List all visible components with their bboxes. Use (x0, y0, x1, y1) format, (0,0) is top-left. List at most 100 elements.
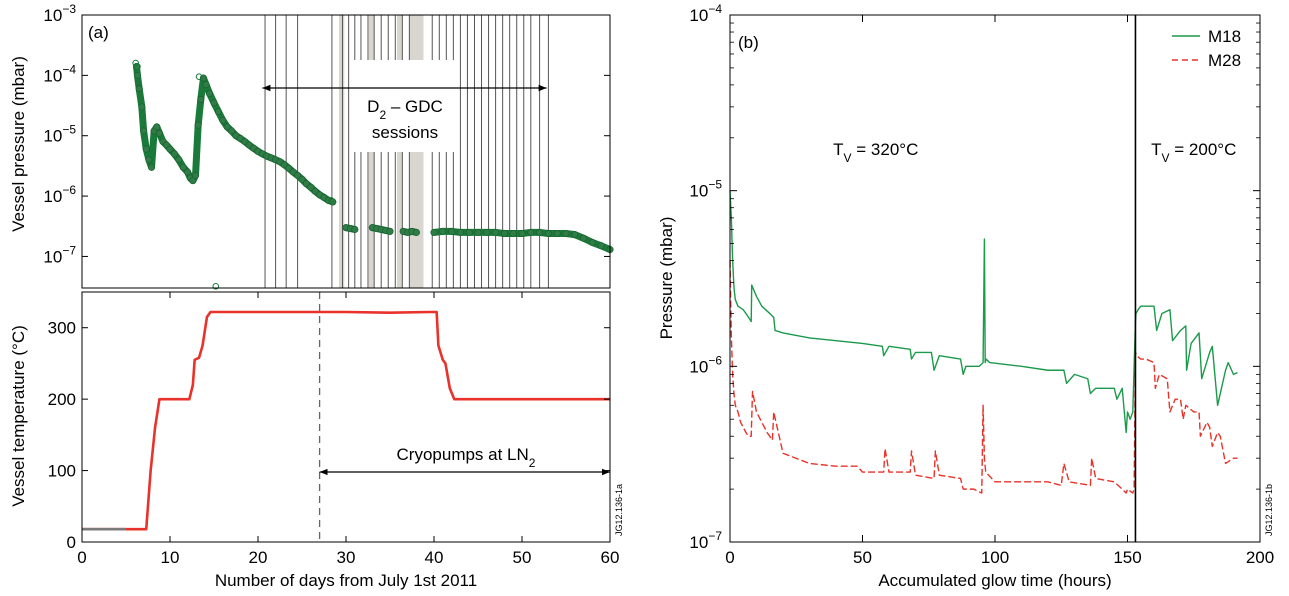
pressure-point (140, 127, 148, 135)
pressure-point (500, 229, 508, 237)
pressure-point (142, 145, 150, 153)
b-x-tick-label: 0 (725, 548, 734, 567)
panel-a-bottom-chart: Cryopumps at LN2 0 100 200 300 0 10 20 30 40 50 6… (9, 291, 624, 590)
pressure-point (571, 231, 579, 239)
pressure-point (597, 242, 605, 250)
pressure-point (307, 183, 315, 191)
b-frame (729, 14, 1261, 543)
b-y-tick-label: 10−7 (689, 529, 722, 552)
b-legend: M18 M28 (1172, 27, 1241, 70)
a-bottom-x-axis-label: Number of days from July 1st 2011 (215, 571, 477, 590)
cryopump-annotation: Cryopumps at LN2 (319, 445, 610, 476)
gdc-annotation: D2 – GDC sessions (262, 60, 547, 152)
gdc-annotation-box (351, 60, 459, 152)
a-bottom-y-tick-label: 0 (67, 533, 76, 552)
pressure-point (210, 99, 218, 107)
pressure-point (175, 156, 183, 164)
legend-m28-label: M28 (1208, 51, 1241, 70)
pressure-point (138, 103, 146, 111)
a-bottom-y-tick-label: 300 (48, 319, 76, 338)
pressure-point (184, 168, 192, 176)
a-bottom-x-axis: 0 10 20 30 40 50 60 (77, 292, 619, 567)
b-y-axis: 10−4 10−5 10−6 10−7 (689, 2, 1260, 552)
pressure-point (553, 229, 561, 237)
pressure-point (412, 228, 420, 236)
pressure-point (474, 228, 482, 236)
pressure-point (492, 228, 500, 236)
gdc-shaded-band (338, 15, 345, 288)
b-x-axis-label: Accumulated glow time (hours) (878, 571, 1111, 590)
b-series (729, 190, 1238, 494)
pressure-point (192, 171, 200, 179)
a-top-y-axis-label: Vessel pressure (mbar) (9, 56, 28, 232)
b-x-tick-label: 100 (981, 548, 1009, 567)
b-y-tick-label: 10−5 (689, 178, 722, 201)
a-bottom-x-tick-label: 60 (601, 548, 620, 567)
pressure-point (194, 121, 202, 129)
a-top-y-axis: 10−3 10−4 10−5 10−6 10−7 (43, 2, 610, 266)
a-side-label: JG12.136-1a (614, 484, 624, 536)
pressure-point (166, 145, 174, 153)
a-bottom-y-axis: 0 100 200 300 (48, 319, 610, 552)
a-bottom-x-tick-label: 30 (337, 548, 356, 567)
pressure-outlier-point (212, 283, 220, 290)
panel-a-top-chart: D2 – GDC sessions 10−3 10−4 10−5 10−6 10−7 (… (9, 2, 614, 290)
pressure-point (562, 229, 570, 237)
pressure-point (219, 116, 227, 124)
pressure-outlier-point (195, 73, 203, 81)
pressure-point (202, 81, 210, 89)
b-x-tick-label: 200 (1246, 548, 1274, 567)
a-bottom-x-tick-label: 20 (249, 548, 268, 567)
pressure-point (483, 228, 491, 236)
pressure-point (206, 90, 214, 98)
pressure-point (430, 228, 438, 236)
pressure-point (536, 228, 544, 236)
pressure-point (170, 150, 178, 158)
temperature-200-label: TV = 200°C (1151, 140, 1236, 165)
pressure-point (148, 163, 156, 171)
gdc-annotation-line2: sessions (372, 123, 438, 142)
pressure-outlier-point (132, 59, 139, 67)
pressure-point (179, 163, 187, 171)
pressure-point (223, 123, 231, 131)
b-x-axis: 0 50 100 150 200 (725, 15, 1274, 567)
series-m28-line (729, 260, 1238, 494)
b-y-axis-label: Pressure (mbar) (657, 217, 676, 340)
pressure-point (386, 227, 394, 235)
gdc-annotation-line1: D2 – GDC (367, 97, 443, 122)
pressure-point (133, 71, 141, 79)
pressure-point (145, 156, 153, 164)
a-bottom-x-tick-label: 10 (161, 548, 180, 567)
pressure-series (132, 59, 614, 290)
pressure-point (285, 164, 293, 172)
a-bottom-x-tick-label: 50 (513, 548, 532, 567)
a-top-y-tick-label: 10−7 (43, 243, 76, 266)
pressure-point (544, 229, 552, 237)
b-x-tick-label: 50 (853, 548, 872, 567)
a-bottom-x-tick-label: 40 (425, 548, 444, 567)
pressure-outlier-point (327, 197, 335, 204)
b-side-label: JG12.136-1b (1264, 484, 1274, 536)
legend-m18-label: M18 (1208, 27, 1241, 46)
pressure-point (456, 228, 464, 236)
panel-b-label: (b) (738, 33, 759, 52)
pressure-point (197, 95, 205, 103)
temperature-series (82, 310, 610, 531)
a-bottom-y-axis-label: Vessel temperature (°C) (9, 325, 28, 507)
a-top-y-tick-label: 10−6 (43, 183, 76, 206)
a-top-y-tick-label: 10−4 (43, 62, 76, 85)
pressure-point (135, 85, 143, 93)
pressure-point (439, 227, 447, 235)
cryopump-label: Cryopumps at LN2 (397, 445, 536, 470)
pressure-point (153, 123, 161, 131)
series-m18-line (729, 190, 1238, 434)
pressure-point (448, 227, 456, 235)
a-bottom-x-tick-label: 0 (77, 548, 86, 567)
pressure-point (518, 229, 526, 237)
panel-b-chart: 10−4 10−5 10−6 10−7 0 50 100 150 200 (b) TV = 3… (657, 2, 1274, 590)
b-y-tick-label: 10−4 (689, 2, 722, 25)
pressure-point (527, 228, 535, 236)
a-bottom-y-tick-label: 100 (48, 462, 76, 481)
a-top-frame (81, 14, 611, 289)
